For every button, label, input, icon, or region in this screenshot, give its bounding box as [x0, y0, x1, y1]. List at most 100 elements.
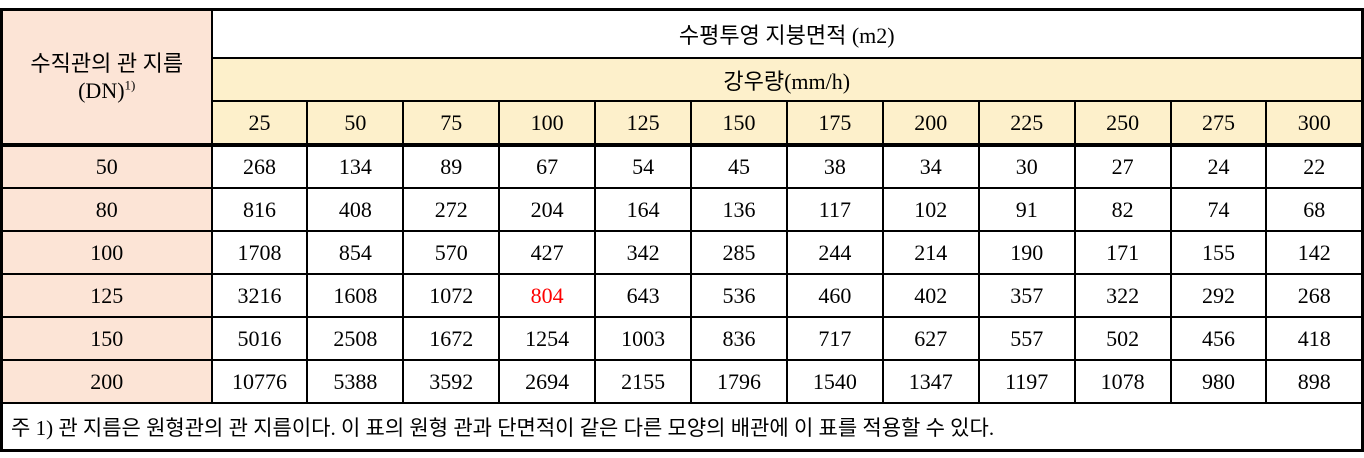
data-cell: 45	[690, 143, 788, 189]
data-cell: 1540	[785, 359, 884, 404]
table-row: 125 3216 1608 1072 804 643 536 460 402 357 322 292 2…	[0, 273, 1364, 318]
rainfall-column-header: 200	[881, 100, 980, 146]
dn-row-header: 150	[0, 316, 213, 361]
rainfall-header: 강우량(mm/h)	[210, 57, 1364, 102]
rainfall-column-header: 150	[690, 100, 788, 146]
data-cell: 1072	[402, 273, 501, 318]
data-cell: 1197	[977, 359, 1076, 404]
data-cell: 418	[1265, 316, 1364, 361]
data-cell: 74	[1169, 187, 1268, 232]
table-row: 150 5016 2508 1672 1254 1003 836 717 627 557 502 45…	[0, 316, 1364, 361]
data-cell: 30	[977, 143, 1076, 189]
rainfall-column-header: 275	[1169, 100, 1268, 146]
data-cell: 5388	[306, 359, 405, 404]
rainfall-column-header: 300	[1265, 100, 1364, 146]
row-header-title-cell: 수직관의 관 지름 (DN)1)	[0, 8, 213, 146]
data-cell: 285	[690, 230, 788, 275]
data-cell: 272	[402, 187, 501, 232]
data-cell: 342	[594, 230, 693, 275]
dn-row-header: 200	[0, 359, 213, 404]
footnote-row: 주 1) 관 지름은 원형관의 관 지름이다. 이 표의 원형 관과 단면적이 …	[0, 402, 1364, 452]
data-cell: 34	[881, 143, 980, 189]
data-cell: 408	[306, 187, 405, 232]
rainfall-column-header: 50	[306, 100, 405, 146]
data-cell: 214	[881, 230, 980, 275]
data-cell: 190	[977, 230, 1076, 275]
data-cell: 322	[1073, 273, 1172, 318]
data-cell: 134	[306, 143, 405, 189]
row-header-superscript: 1)	[124, 77, 136, 93]
footnote: 주 1) 관 지름은 원형관의 관 지름이다. 이 표의 원형 관과 단면적이 …	[0, 402, 1364, 452]
data-cell: 89	[402, 143, 501, 189]
data-cell: 1003	[594, 316, 693, 361]
data-cell: 91	[977, 187, 1076, 232]
drainage-capacity-table: 수직관의 관 지름 (DN)1) 수평투영 지붕면적 (m2) 강우량(mm/h…	[0, 8, 1364, 452]
data-cell: 3592	[402, 359, 501, 404]
rainfall-column-header: 250	[1073, 100, 1172, 146]
data-cell: 557	[977, 316, 1076, 361]
data-cell: 3216	[210, 273, 309, 318]
rainfall-column-header: 175	[785, 100, 884, 146]
data-cell: 402	[881, 273, 980, 318]
roof-area-header: 수평투영 지붕면적 (m2)	[210, 8, 1364, 59]
data-cell: 22	[1265, 143, 1364, 189]
data-cell: 570	[402, 230, 501, 275]
data-cell: 68	[1265, 187, 1364, 232]
data-cell: 268	[1265, 273, 1364, 318]
row-header-subtitle: (DN)	[78, 78, 125, 103]
data-cell: 2508	[306, 316, 405, 361]
data-cell: 82	[1073, 187, 1172, 232]
dn-row-header: 80	[0, 187, 213, 232]
data-cell: 136	[690, 187, 788, 232]
table-row: 100 1708 854 570 427 342 285 244 214 190 171 155 142	[0, 230, 1364, 275]
data-cell: 627	[881, 316, 980, 361]
data-cell: 38	[785, 143, 884, 189]
data-cell: 836	[690, 316, 788, 361]
data-cell: 456	[1169, 316, 1268, 361]
rainfall-column-header: 125	[594, 100, 693, 146]
data-cell: 292	[1169, 273, 1268, 318]
data-cell: 204	[498, 187, 597, 232]
data-cell: 171	[1073, 230, 1172, 275]
data-cell: 357	[977, 273, 1076, 318]
data-cell: 54	[594, 143, 693, 189]
data-cell: 717	[785, 316, 884, 361]
highlighted-data-cell: 804	[498, 273, 597, 318]
data-cell: 898	[1265, 359, 1364, 404]
rainfall-values-row: 25 50 75 100 125 150 175 200 225 250 275 300	[2, 100, 1364, 146]
data-cell: 460	[785, 273, 884, 318]
data-cell: 2694	[498, 359, 597, 404]
data-cell: 1078	[1073, 359, 1172, 404]
data-cell: 2155	[594, 359, 693, 404]
data-cell: 268	[210, 143, 309, 189]
group-header-row: 수직관의 관 지름 (DN)1) 수평투영 지붕면적 (m2)	[0, 8, 1364, 146]
rainfall-column-header: 25	[210, 100, 309, 146]
data-cell: 980	[1169, 359, 1268, 404]
table-row: 200 10776 5388 3592 2694 2155 1796 1540 1347 1197…	[0, 359, 1364, 404]
data-cell: 643	[594, 273, 693, 318]
data-cell: 427	[498, 230, 597, 275]
table-row: 80 816 408 272 204 164 136 117 102 91 82 74 68	[0, 187, 1364, 232]
dn-row-header: 125	[0, 273, 213, 318]
data-cell: 536	[690, 273, 788, 318]
data-cell: 502	[1073, 316, 1172, 361]
row-header-title: 수직관의 관 지름	[30, 50, 184, 76]
data-cell: 102	[881, 187, 980, 232]
data-cell: 244	[785, 230, 884, 275]
data-cell: 142	[1265, 230, 1364, 275]
table-body: 50 268 134 89 67 54 45 38 34 30 27 24 22 80 816 408 272 2…	[0, 143, 1364, 404]
table-header: 수직관의 관 지름 (DN)1) 수평투영 지붕면적 (m2) 강우량(mm/h…	[0, 8, 1364, 146]
data-cell: 1608	[306, 273, 405, 318]
rainfall-column-header: 225	[977, 100, 1076, 146]
table-row: 50 268 134 89 67 54 45 38 34 30 27 24 22	[0, 143, 1364, 189]
data-cell: 27	[1073, 143, 1172, 189]
data-cell: 117	[785, 187, 884, 232]
data-cell: 1672	[402, 316, 501, 361]
data-cell: 5016	[210, 316, 309, 361]
data-cell: 1708	[210, 230, 309, 275]
data-cell: 24	[1169, 143, 1268, 189]
dn-row-header: 50	[0, 143, 213, 189]
data-cell: 10776	[210, 359, 309, 404]
data-cell: 1347	[881, 359, 980, 404]
